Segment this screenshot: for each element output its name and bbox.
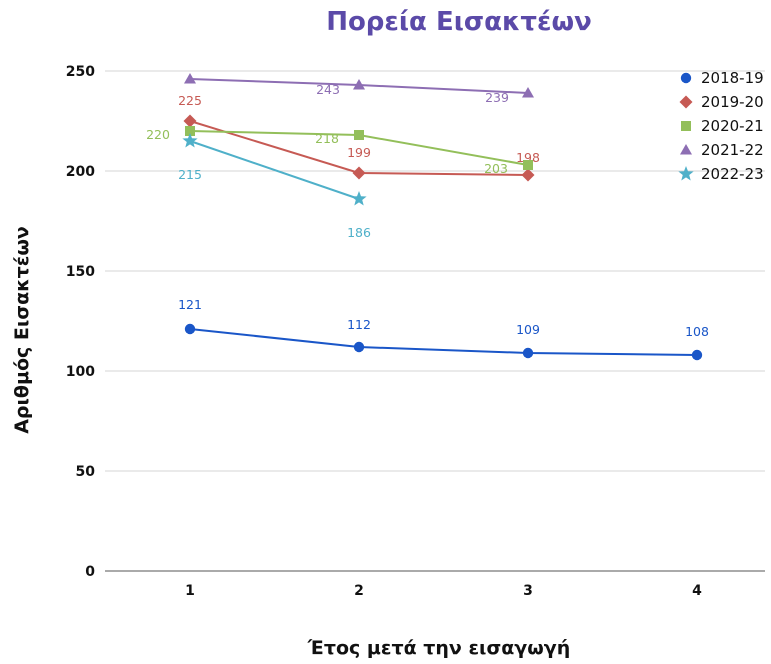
x-axis-title: Έτος μετά την εισαγωγή — [307, 637, 570, 659]
chart-title: Πορεία Εισακτέων — [326, 7, 592, 37]
data-point — [351, 191, 367, 206]
data-label: 243 — [316, 82, 340, 97]
y-tick-label: 150 — [66, 264, 95, 280]
y-axis-title: Αριθμός Εισακτέων — [11, 226, 33, 434]
data-point — [182, 133, 198, 148]
data-point — [353, 341, 365, 353]
x-tick-label: 4 — [692, 583, 702, 599]
data-label: 199 — [347, 145, 371, 160]
legend-label: 2018-19 — [701, 69, 764, 87]
y-tick-label: 0 — [85, 564, 95, 580]
legend-item: 2022-23 — [678, 165, 764, 183]
data-label: 121 — [178, 297, 202, 312]
y-axis-ticks: 0 50 100 150 200 250 — [66, 64, 95, 580]
data-point — [523, 160, 533, 170]
legend-item: 2021-22 — [680, 141, 764, 159]
data-label: 186 — [347, 225, 371, 240]
x-tick-label: 2 — [354, 583, 364, 599]
data-label: 198 — [516, 150, 540, 165]
data-label: 109 — [516, 322, 540, 337]
data-label: 220 — [146, 127, 170, 142]
legend: 2018-19 2019-20 2020-21 2021-22 2022-23 — [678, 69, 764, 183]
series-line — [189, 140, 360, 200]
legend-marker — [679, 95, 693, 109]
data-point — [184, 73, 196, 84]
data-point — [522, 347, 534, 359]
y-tick-label: 50 — [76, 464, 96, 480]
series-2019-20: 225 199 198 — [178, 93, 540, 182]
legend-marker — [681, 121, 691, 131]
series-2022-23: 215 186 — [178, 133, 371, 240]
y-tick-label: 100 — [66, 364, 95, 380]
series-2021-22: 243 239 — [184, 73, 534, 105]
data-label: 215 — [178, 167, 202, 182]
y-tick-label: 250 — [66, 64, 95, 80]
data-point — [185, 126, 195, 136]
series-2020-21: 220 218 203 — [146, 126, 533, 176]
y-tick-label: 200 — [66, 164, 95, 180]
data-label: 112 — [347, 317, 371, 332]
data-label: 108 — [685, 324, 709, 339]
data-point — [353, 79, 365, 90]
series-2018-19: 121 112 109 108 — [178, 297, 709, 361]
data-point — [183, 114, 197, 128]
legend-marker — [680, 72, 692, 84]
x-tick-label: 1 — [185, 583, 195, 599]
data-point — [522, 87, 534, 98]
legend-label: 2019-20 — [701, 93, 764, 111]
data-label: 239 — [485, 90, 509, 105]
legend-marker — [678, 166, 694, 181]
data-label: 218 — [315, 131, 339, 146]
data-label: 203 — [484, 161, 508, 176]
legend-label: 2021-22 — [701, 141, 764, 159]
series-group: 121 112 109 108 225 199 198 220 218 203 243 239 215 1… — [146, 73, 709, 361]
data-label: 225 — [178, 93, 202, 108]
legend-item: 2019-20 — [679, 93, 764, 111]
series-line — [189, 328, 698, 356]
gridlines — [105, 70, 765, 572]
legend-item: 2018-19 — [680, 69, 764, 87]
data-point — [184, 323, 196, 335]
legend-label: 2020-21 — [701, 117, 764, 135]
x-axis-ticks: 1 2 3 4 — [185, 583, 702, 599]
x-tick-label: 3 — [523, 583, 533, 599]
legend-label: 2022-23 — [701, 165, 764, 183]
data-point — [691, 349, 703, 361]
data-point — [352, 166, 366, 180]
legend-marker — [680, 144, 692, 155]
data-point — [354, 130, 364, 140]
data-point — [521, 168, 535, 182]
legend-item: 2020-21 — [681, 117, 764, 135]
